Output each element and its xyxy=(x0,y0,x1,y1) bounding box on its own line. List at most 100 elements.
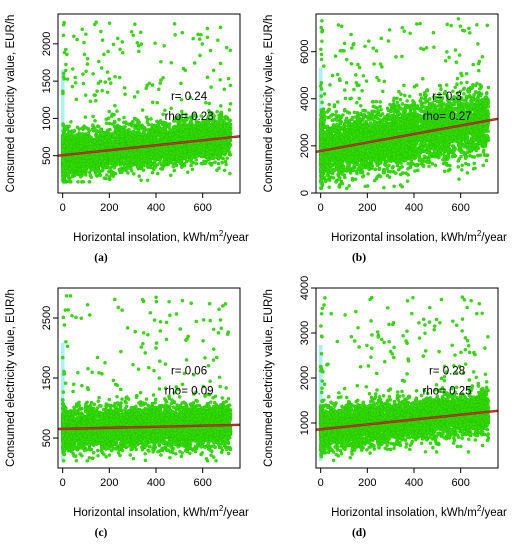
data-point xyxy=(89,100,92,103)
data-point xyxy=(193,61,196,64)
data-point xyxy=(92,115,95,118)
data-point xyxy=(108,110,111,113)
data-point xyxy=(163,130,166,133)
data-point xyxy=(227,131,230,134)
data-point xyxy=(122,116,125,119)
data-point xyxy=(229,49,232,52)
data-point xyxy=(210,157,213,160)
data-point xyxy=(159,60,162,63)
data-point xyxy=(96,90,99,93)
data-point xyxy=(95,174,98,177)
data-point xyxy=(83,53,86,56)
data-point xyxy=(229,144,232,147)
data-point xyxy=(198,146,201,149)
data-point xyxy=(220,119,223,122)
data-point xyxy=(91,128,94,131)
data-point xyxy=(96,153,99,156)
data-point xyxy=(113,104,116,107)
data-point xyxy=(217,167,220,170)
data-point xyxy=(74,81,77,84)
data-point xyxy=(158,158,161,161)
data-point xyxy=(107,169,110,172)
data-point xyxy=(84,173,87,176)
data-point xyxy=(62,72,65,75)
data-point xyxy=(69,144,72,147)
data-point xyxy=(121,51,124,54)
data-point xyxy=(67,162,70,165)
data-point xyxy=(140,43,143,46)
y-tick-label: 1000 xyxy=(41,106,53,130)
data-point xyxy=(93,140,96,143)
data-point xyxy=(203,144,206,147)
data-point xyxy=(119,139,122,142)
data-point xyxy=(218,151,221,154)
data-point xyxy=(119,159,122,162)
data-point xyxy=(101,39,104,42)
correlation-annotation: r= 0.24 xyxy=(171,91,208,103)
x-tick-label: 0 xyxy=(60,202,66,214)
data-point xyxy=(82,163,85,166)
data-point xyxy=(93,93,96,96)
data-point xyxy=(174,33,177,36)
data-point xyxy=(63,21,66,24)
data-point xyxy=(146,179,149,182)
data-point xyxy=(99,80,102,83)
data-point xyxy=(219,125,222,128)
data-point xyxy=(112,43,115,46)
data-point xyxy=(129,142,132,145)
data-point xyxy=(126,171,129,174)
data-point xyxy=(173,169,176,172)
data-point xyxy=(130,30,133,33)
data-point xyxy=(180,153,183,156)
data-point xyxy=(142,169,145,172)
data-point xyxy=(86,57,89,60)
data-point xyxy=(169,133,172,136)
data-point xyxy=(112,135,115,138)
data-point xyxy=(117,118,120,121)
data-point xyxy=(197,123,200,126)
y-axis-label: Consumed electricity value, EUR/h xyxy=(5,15,17,193)
data-point xyxy=(173,22,176,25)
data-point xyxy=(146,138,149,141)
data-point xyxy=(105,118,108,121)
data-point xyxy=(157,123,160,126)
data-point xyxy=(173,129,176,132)
data-point xyxy=(154,42,157,45)
data-point xyxy=(222,144,225,147)
data-point xyxy=(185,138,188,141)
data-point xyxy=(104,81,107,84)
data-point xyxy=(68,125,71,128)
data-point xyxy=(118,127,121,130)
data-point xyxy=(108,162,111,165)
data-point xyxy=(187,125,190,128)
data-point xyxy=(108,22,111,25)
data-point xyxy=(106,71,109,74)
data-point xyxy=(214,123,217,126)
data-point xyxy=(163,158,166,161)
data-point xyxy=(225,163,228,166)
data-point xyxy=(76,148,79,151)
data-point xyxy=(83,159,86,162)
data-point xyxy=(382,186,385,189)
data-point xyxy=(137,129,140,132)
data-point xyxy=(93,119,96,122)
data-point xyxy=(116,140,119,143)
data-point xyxy=(108,77,111,80)
data-point xyxy=(228,108,231,111)
data-point xyxy=(74,155,77,158)
data-point xyxy=(179,161,182,164)
data-point xyxy=(89,174,92,177)
data-point xyxy=(88,148,91,151)
data-point xyxy=(225,46,228,49)
data-point xyxy=(121,40,124,43)
data-point xyxy=(114,172,117,175)
data-point xyxy=(82,82,85,85)
data-point xyxy=(97,60,100,63)
data-point xyxy=(133,23,136,26)
data-point xyxy=(195,158,198,161)
data-point xyxy=(207,123,210,126)
data-point xyxy=(76,126,79,129)
data-point xyxy=(386,167,389,170)
